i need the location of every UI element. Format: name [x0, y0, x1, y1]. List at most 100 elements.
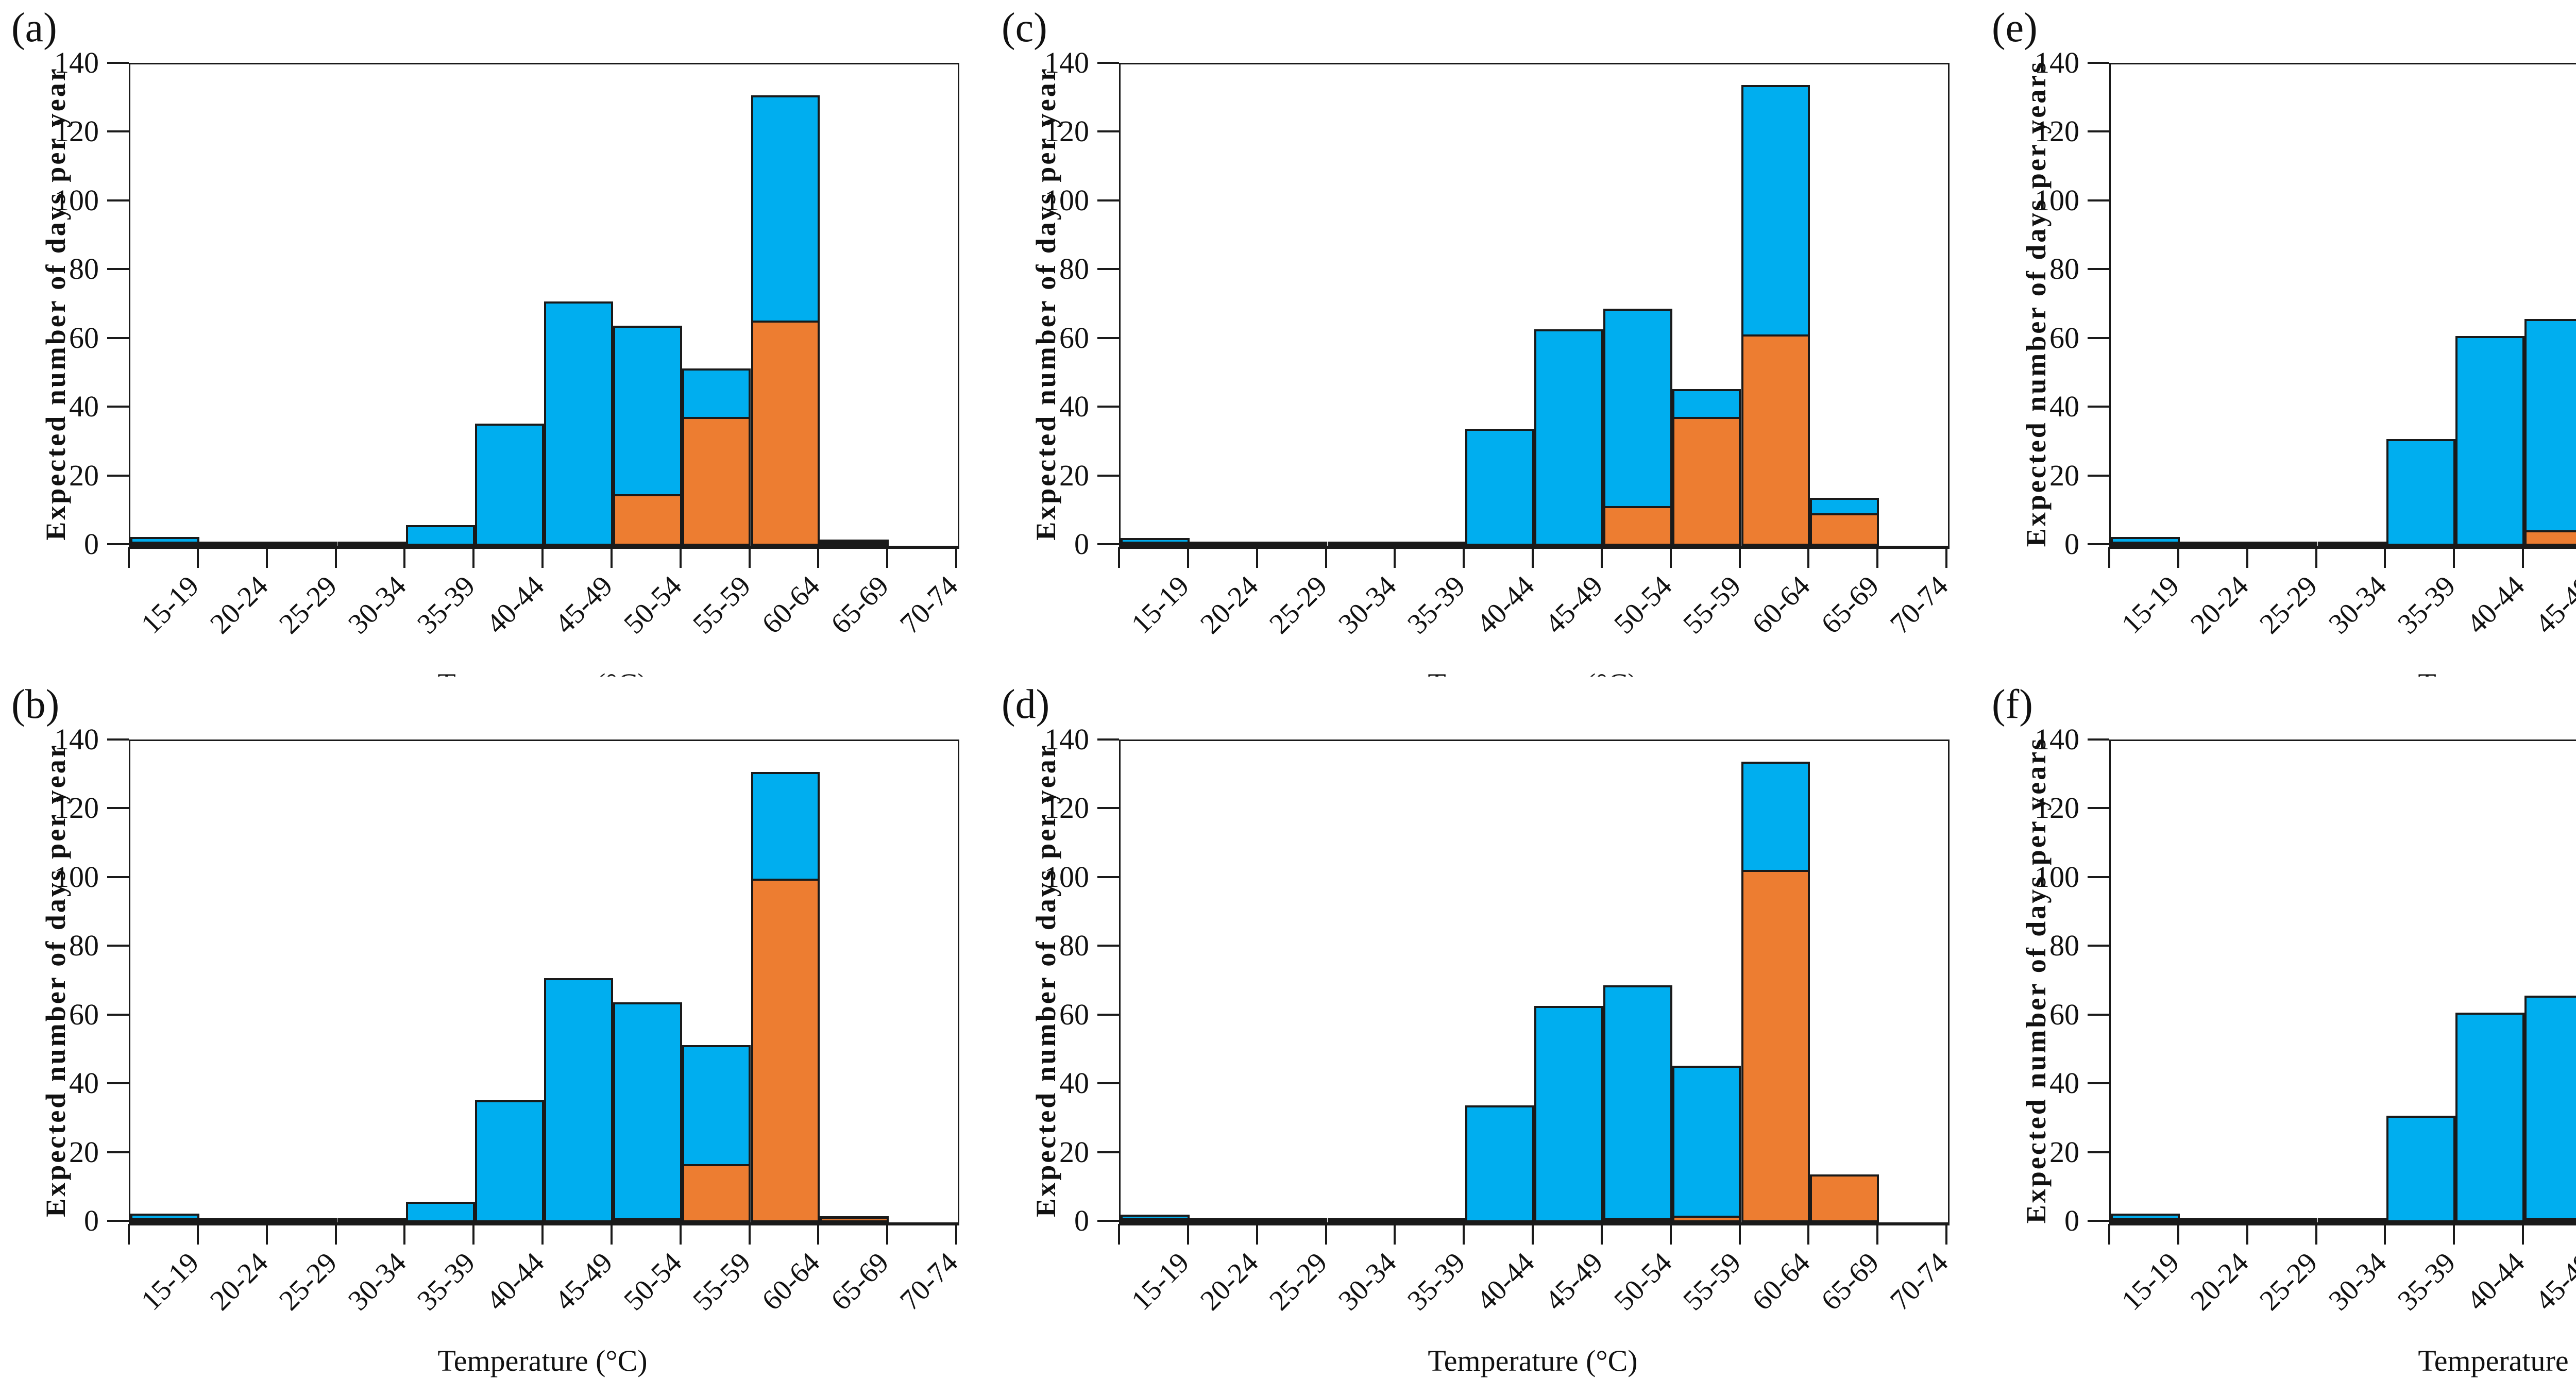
y-tick-label: 60 — [69, 997, 99, 1031]
y-axis-tick — [2088, 406, 2109, 408]
bar-orange-15-19 — [2111, 1218, 2180, 1222]
y-axis-tick — [107, 738, 129, 741]
plot-area — [1119, 63, 1950, 549]
y-axis-tick — [107, 807, 129, 810]
y-axis-tick — [2088, 268, 2109, 271]
y-axis-tick — [2088, 199, 2109, 201]
y-axis-tick — [2088, 1151, 2109, 1153]
x-axis-tick — [2522, 1224, 2524, 1245]
y-tick-label: 60 — [1059, 321, 1089, 355]
x-axis-tick — [196, 1224, 199, 1245]
bar-orange-45-49 — [2524, 530, 2576, 546]
x-axis-tick — [679, 547, 682, 568]
x-tick-label: 65-69 — [1815, 1246, 1886, 1317]
bar-orange-60-64 — [1741, 334, 1810, 546]
x-tick-label: 55-59 — [1677, 569, 1748, 641]
y-tick-label: 20 — [69, 1135, 99, 1169]
bar-blue-50-54 — [613, 1002, 682, 1222]
x-tick-label: 35-39 — [2391, 1246, 2462, 1317]
x-axis-tick — [1394, 547, 1396, 568]
bar-blue-50-54 — [1603, 985, 1672, 1222]
x-tick-label: 20-24 — [2184, 569, 2255, 641]
y-axis-tick — [2088, 807, 2109, 810]
x-tick-label: 20-24 — [1194, 569, 1265, 641]
y-axis-tick — [107, 1013, 129, 1016]
x-axis-tick — [1256, 1224, 1258, 1245]
y-tick-label: 20 — [1059, 1135, 1089, 1169]
bar-orange-65-69 — [1810, 1174, 1879, 1222]
bar-blue-25-29 — [2248, 542, 2318, 546]
x-tick-label: 70-74 — [893, 1246, 964, 1317]
x-tick-label: 20-24 — [204, 1246, 275, 1317]
x-axis-tick — [955, 547, 957, 568]
y-tick-label: 140 — [2035, 46, 2079, 79]
panel-letter: (a) — [11, 5, 57, 51]
y-tick-label: 20 — [1059, 458, 1089, 492]
x-axis-tick — [541, 547, 544, 568]
bar-blue-40-44 — [2455, 1013, 2524, 1222]
y-axis-tick — [2088, 1220, 2109, 1222]
plot-area — [1119, 740, 1950, 1225]
y-tick-label: 140 — [54, 722, 99, 756]
y-axis-tick — [2088, 876, 2109, 878]
y-tick-label: 100 — [1044, 183, 1089, 217]
x-axis-tick — [1945, 547, 1947, 568]
x-axis-tick — [265, 1224, 268, 1245]
y-axis-tick — [107, 337, 129, 339]
x-tick-label: 30-34 — [342, 1246, 413, 1317]
y-axis-tick — [2088, 1082, 2109, 1085]
x-tick-label: 60-64 — [756, 1246, 826, 1317]
histogram-panel-c: (c) Expected number of days per year Tem… — [990, 0, 1980, 701]
x-axis-tick — [2315, 547, 2317, 568]
plot-area — [129, 740, 959, 1225]
y-tick-label: 80 — [69, 929, 99, 963]
bar-orange-50-54 — [613, 494, 682, 546]
x-axis-tick — [1187, 1224, 1189, 1245]
y-tick-label: 140 — [1044, 722, 1089, 756]
x-axis-tick — [541, 1224, 544, 1245]
x-tick-label: 35-39 — [411, 1246, 482, 1317]
bar-blue-45-49 — [2524, 995, 2576, 1222]
x-tick-label: 30-34 — [2323, 569, 2393, 641]
x-tick-label: 40-44 — [1470, 569, 1540, 641]
bar-blue-20-24 — [2179, 542, 2249, 546]
x-axis-tick — [2177, 547, 2179, 568]
x-axis-title: Temperature (°C) — [1428, 1344, 1638, 1377]
x-axis-title: Temperature (°C) — [2418, 1344, 2576, 1377]
bar-blue-20-24 — [1189, 542, 1259, 546]
bar-blue-35-39 — [406, 1202, 476, 1222]
y-tick-label: 40 — [2049, 390, 2079, 424]
x-tick-label: 65-69 — [1815, 569, 1886, 641]
x-tick-label: 55-59 — [687, 569, 757, 641]
y-axis-tick — [107, 876, 129, 878]
x-axis-tick — [817, 1224, 820, 1245]
x-tick-label: 25-29 — [1263, 1246, 1334, 1317]
y-tick-label: 60 — [2049, 997, 2079, 1031]
y-tick-label: 120 — [2035, 114, 2079, 148]
panel-letter: (c) — [1002, 5, 1047, 51]
x-tick-label: 45-49 — [549, 1246, 619, 1317]
x-axis-tick — [1325, 1224, 1327, 1245]
x-axis-tick — [1807, 1224, 1810, 1245]
y-tick-label: 80 — [1059, 252, 1089, 286]
y-axis-tick — [1097, 62, 1119, 64]
y-tick-label: 80 — [69, 252, 99, 286]
x-axis-tick — [2384, 547, 2386, 568]
x-tick-label: 60-64 — [1746, 569, 1817, 641]
x-tick-label: 30-34 — [1332, 569, 1403, 641]
x-axis-tick — [1463, 1224, 1465, 1245]
x-tick-label: 40-44 — [480, 569, 550, 641]
x-tick-label: 15-19 — [1125, 569, 1196, 641]
x-axis-tick — [1118, 547, 1120, 568]
y-axis-tick — [2088, 130, 2109, 133]
y-axis-tick — [107, 945, 129, 947]
x-axis-tick — [2522, 547, 2524, 568]
x-tick-label: 40-44 — [2460, 569, 2531, 641]
bar-blue-45-49 — [544, 978, 613, 1222]
x-axis-tick — [2384, 1224, 2386, 1245]
x-tick-label: 35-39 — [411, 569, 482, 641]
bar-orange-15-19 — [1121, 1218, 1190, 1222]
x-tick-label: 25-29 — [1263, 569, 1334, 641]
x-tick-label: 70-74 — [1884, 569, 1954, 641]
y-tick-label: 120 — [54, 791, 99, 825]
